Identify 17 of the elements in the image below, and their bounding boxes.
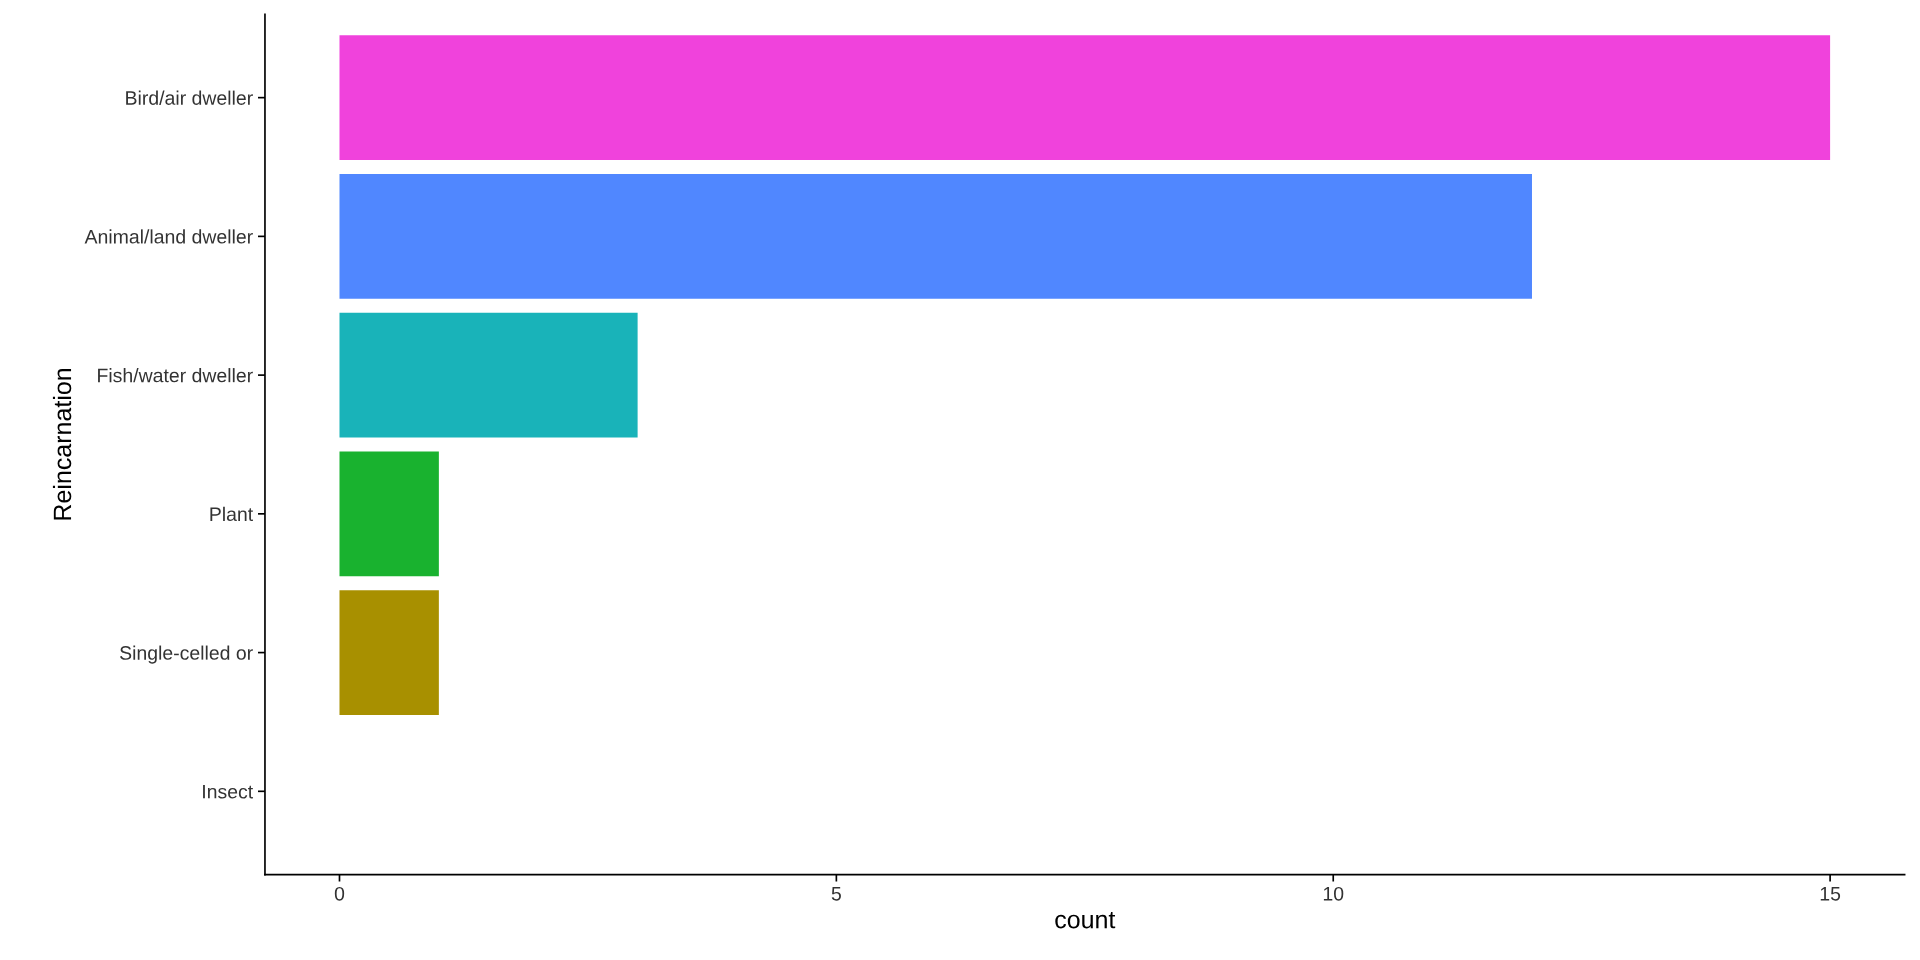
- x-axis-title: count: [1055, 912, 1116, 929]
- x-tick-label: 0: [334, 886, 345, 901]
- y-axis-title: Reincarnation: [52, 368, 72, 520]
- bar: [339, 312, 638, 438]
- y-tick-label: Plant: [210, 506, 254, 522]
- x-tick-label: 10: [1323, 886, 1344, 901]
- bar: [339, 35, 1831, 161]
- bar: [339, 173, 1532, 299]
- y-tick-label: Insect: [203, 784, 254, 799]
- y-tick-label: Animal/land dweller: [84, 229, 253, 244]
- bar: [339, 451, 439, 577]
- x-tick-label: 15: [1820, 887, 1841, 901]
- y-tick-label: Bird/air dweller: [126, 90, 253, 105]
- x-tick-label: 5: [831, 887, 841, 901]
- y-tick-label: Single-celled or: [120, 645, 253, 664]
- bar: [339, 590, 439, 716]
- y-tick-label: Fish/water dweller: [98, 368, 253, 383]
